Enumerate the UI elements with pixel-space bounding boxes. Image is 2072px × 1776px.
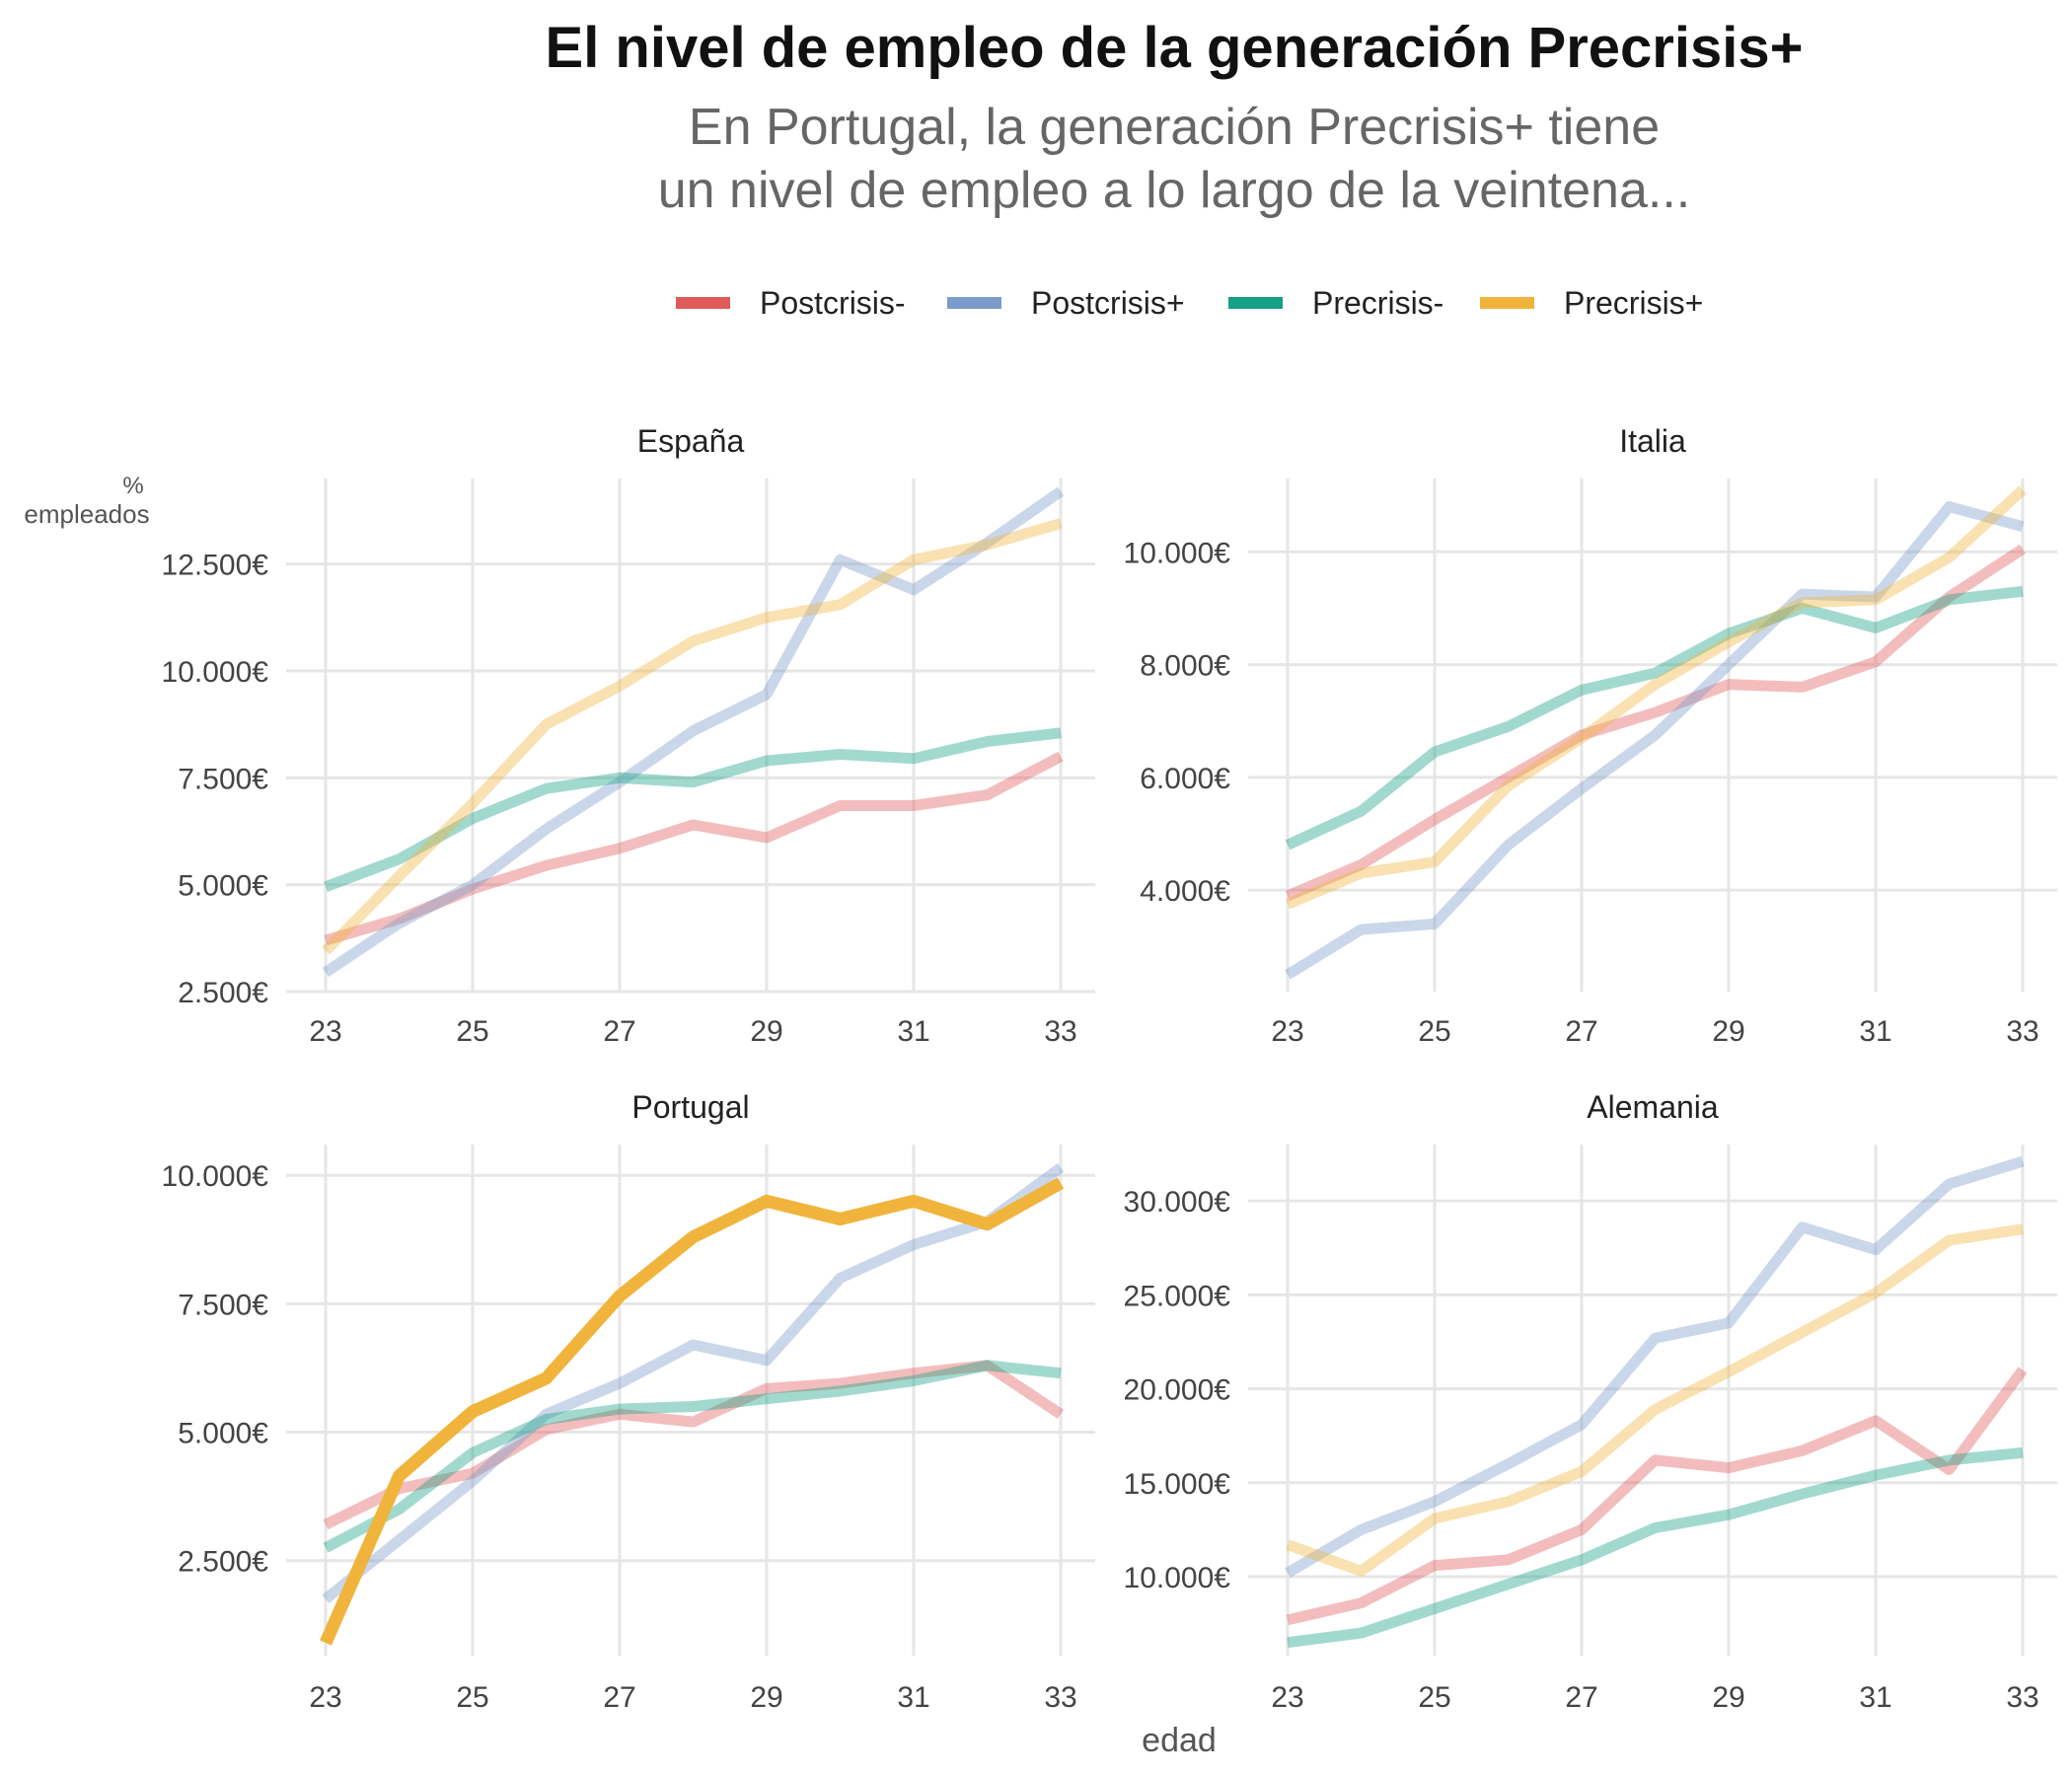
x-tick-label: 29 [750,1015,782,1048]
y-tick-label: 12.500€ [162,550,269,582]
chart-title: El nivel de empleo de la generación Prec… [546,16,1804,80]
x-tick-label: 29 [1712,1015,1744,1048]
series-line-alemania-precrisis-minus [1287,1446,2024,1649]
legend-label-postcrisis-plus: Postcrisis+ [1031,285,1185,321]
legend: Postcrisis- Postcrisis+ Precrisis- Precrisi… [676,285,1703,321]
panels: España 23 25 27 29 31 33 2.500€ 5.000€ 7.500€ 10.0… [162,423,2057,1714]
y-tick-label: 5.000€ [178,1418,268,1450]
x-tick-label: 33 [2006,1681,2038,1714]
y-tick-label: 30.000€ [1124,1186,1231,1219]
series-line-alemania-postcrisis-plus [1285,1155,2025,1578]
x-axis-title: edad [1142,1722,1217,1759]
y-axis-title-line-1: % [122,473,143,499]
chart-subtitle-line-2: un nivel de empleo a lo largo de la vein… [658,162,1690,219]
y-tick-label: 2.500€ [178,977,268,1009]
panel-title-alemania: Alemania [1587,1089,1719,1125]
legend-label-postcrisis-minus: Postcrisis- [760,285,906,321]
series-line-portugal-precrisis-minus [323,1360,1062,1553]
y-tick-label: 7.500€ [178,1289,268,1321]
x-tick-label: 25 [456,1015,488,1048]
y-tick-label: 10.000€ [162,1160,269,1193]
x-tick-label: 29 [750,1681,782,1714]
y-axis-title-line-2: empleados [24,499,149,529]
y-tick-label: 2.500€ [178,1546,268,1579]
x-tick-label: 33 [1044,1015,1076,1048]
y-tick-label: 4.000€ [1140,875,1230,908]
y-tick-label: 10.000€ [1124,537,1231,569]
y-tick-label: 10.000€ [1124,1562,1231,1594]
panel-espana: España 23 25 27 29 31 33 2.500€ 5.000€ 7.500€ 10.0… [162,423,1095,1048]
series-line-portugal-precrisis-plus [320,1177,1065,1646]
series-line-portugal-postcrisis-minus [323,1360,1065,1530]
x-tick-label: 25 [456,1681,488,1714]
panel-italia: Italia 23 25 27 29 31 33 4.000€ 6.000€ 8.000€ 10.0… [1124,423,2057,1048]
series-line-espana-postcrisis-minus [324,751,1064,946]
x-tick-label: 33 [1044,1681,1076,1714]
series-line-alemania-precrisis-plus [1286,1223,2024,1577]
panel-portugal: Portugal 23 25 27 29 31 33 2.500€ 5.000€ 7.500€ 10… [162,1089,1095,1714]
x-tick-label: 31 [1859,1015,1891,1048]
x-tick-label: 27 [1565,1681,1597,1714]
series-line-italia-precrisis-minus [1285,585,2024,851]
panel-title-portugal: Portugal [631,1089,749,1125]
x-tick-label: 27 [1565,1015,1597,1048]
x-tick-label: 27 [603,1681,635,1714]
panel-title-espana: España [637,423,745,459]
x-tick-label: 23 [309,1681,341,1714]
series-line-alemania-postcrisis-minus [1286,1367,2028,1626]
legend-label-precrisis-plus: Precrisis+ [1564,285,1703,321]
y-tick-label: 6.000€ [1140,763,1230,795]
y-tick-label: 5.000€ [178,870,268,903]
x-tick-label: 31 [897,1681,929,1714]
series-line-espana-precrisis-plus [322,518,1063,955]
y-tick-label: 8.000€ [1140,650,1230,683]
x-tick-label: 33 [2006,1015,2038,1048]
chart-subtitle-line-1: En Portugal, la generación Precrisis+ ti… [689,99,1660,156]
x-tick-label: 27 [603,1015,635,1048]
x-tick-label: 31 [1859,1681,1891,1714]
y-tick-label: 20.000€ [1124,1374,1231,1407]
panel-title-italia: Italia [1619,423,1686,459]
x-tick-label: 29 [1712,1681,1744,1714]
x-tick-label: 31 [897,1015,929,1048]
x-tick-label: 23 [1271,1681,1303,1714]
y-tick-label: 15.000€ [1124,1468,1231,1501]
series-line-italia-postcrisis-minus [1285,544,2027,901]
x-tick-label: 23 [1271,1015,1303,1048]
y-tick-label: 25.000€ [1124,1280,1231,1312]
x-tick-label: 23 [309,1015,341,1048]
legend-label-precrisis-minus: Precrisis- [1312,285,1443,321]
panel-alemania: Alemania 23 25 27 29 31 33 10.000€ 15.000€ 20.000… [1124,1089,2057,1714]
x-tick-label: 25 [1418,1015,1450,1048]
series-line-italia-postcrisis-plus [1285,501,2025,980]
x-tick-label: 25 [1418,1681,1450,1714]
series-line-espana-postcrisis-plus [322,486,1065,978]
series-line-italia-precrisis-plus [1285,485,2027,910]
series-line-espana-precrisis-minus [324,727,1062,892]
y-tick-label: 10.000€ [162,656,269,689]
series-line-portugal-postcrisis-plus [322,1162,1065,1603]
y-tick-label: 7.500€ [178,763,268,795]
